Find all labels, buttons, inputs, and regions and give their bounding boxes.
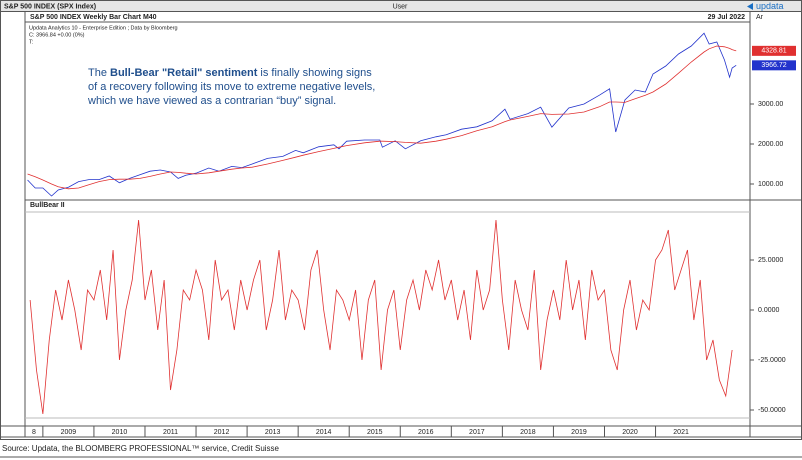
x-tick-label: 2010 xyxy=(112,429,128,436)
y-tick-label: 25.0000 xyxy=(758,257,783,264)
x-tick-label: 2019 xyxy=(571,429,587,436)
axis-label: Ar xyxy=(756,14,764,21)
x-tick-label: 2009 xyxy=(61,429,77,436)
annotation-text: is finally showing signs of a recovery f… xyxy=(88,67,376,107)
series-line xyxy=(27,45,737,190)
x-tick-label: 2014 xyxy=(316,429,332,436)
y-tick-label: -50.0000 xyxy=(758,407,786,414)
y-tick-label: -25.0000 xyxy=(758,357,786,364)
window-title: S&P 500 INDEX (SPX Index) xyxy=(4,3,96,10)
x-tick-label: 2011 xyxy=(163,429,178,436)
annotation: The Bull-Bear "Retail" sentiment is fina… xyxy=(88,66,380,108)
last-value-label: 3966.72 xyxy=(761,62,786,69)
user-label: User xyxy=(393,3,408,10)
source: Source: Updata, the BLOOMBERG PROFESSION… xyxy=(2,444,280,453)
y-tick-label: 2000.00 xyxy=(758,141,783,148)
x-tick-label: 8 xyxy=(32,429,36,436)
x-tick-label: 2021 xyxy=(673,429,689,436)
last-value-label: 4328.81 xyxy=(761,48,786,55)
brand: updata xyxy=(756,1,784,11)
last-value-box xyxy=(752,60,796,71)
panel-title: BullBear II xyxy=(30,202,65,209)
brand-icon xyxy=(747,3,753,10)
x-tick-label: 2018 xyxy=(520,429,536,436)
x-tick-label: 2016 xyxy=(418,429,434,436)
info-line: C: 3966.84 +0.00 (0%) xyxy=(29,32,85,38)
y-tick-label: 1000.00 xyxy=(758,181,783,188)
x-tick-label: 2013 xyxy=(265,429,281,436)
info-line: T: xyxy=(29,39,34,45)
chart-title: S&P 500 INDEX Weekly Bar Chart M40 xyxy=(30,14,157,21)
annotation-bold: Bull-Bear "Retail" sentiment xyxy=(110,67,258,79)
chart-date: 29 Jul 2022 xyxy=(708,14,745,21)
x-tick-label: 2020 xyxy=(622,429,638,436)
y-tick-label: 0.0000 xyxy=(758,307,780,314)
x-tick-label: 2015 xyxy=(367,429,383,436)
series-line xyxy=(27,32,737,197)
y-tick-label: 3000.00 xyxy=(758,101,783,108)
x-tick-label: 2017 xyxy=(469,429,485,436)
series-line xyxy=(29,219,733,415)
x-tick-label: 2012 xyxy=(214,429,230,436)
last-value-box xyxy=(752,45,796,56)
info-line: Updata Analytics 10 - Enterprise Edition… xyxy=(29,25,178,31)
annotation-text: The xyxy=(88,67,111,79)
